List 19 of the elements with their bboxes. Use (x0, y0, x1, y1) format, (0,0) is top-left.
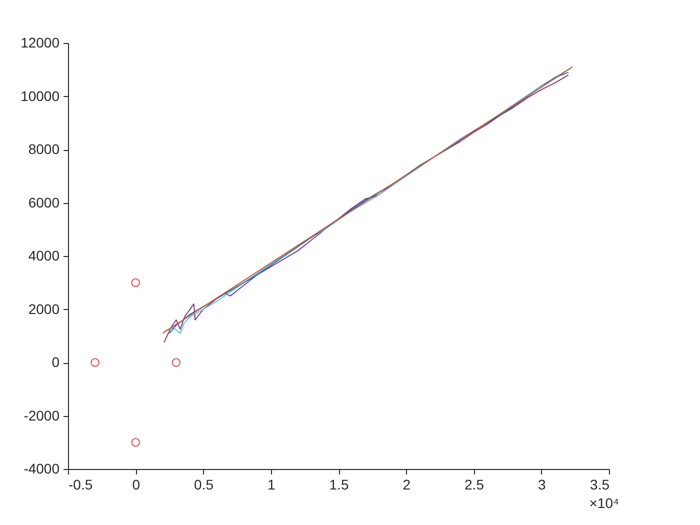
x-tick-label: 3 (538, 476, 546, 492)
x-tick-label: -0.5 (68, 476, 93, 492)
x-tick-label: 0.5 (194, 476, 214, 492)
y-tick-label: 4000 (28, 248, 60, 264)
y-tick-label: -2000 (24, 407, 60, 424)
y-tick-label: 8000 (28, 141, 60, 157)
y-tick-label: 10000 (20, 88, 60, 104)
y-tick-label: 0 (52, 354, 60, 370)
y-tick-label: 6000 (28, 194, 60, 210)
x-tick-label: 2 (402, 476, 411, 492)
x-tick-label: 0 (132, 476, 140, 492)
x-tick-label: 2.5 (464, 476, 484, 492)
y-tick-label: 12000 (20, 34, 60, 50)
y-tick-label: -4000 (24, 460, 60, 476)
x-tick-label: 1.5 (329, 476, 349, 492)
text: ×10⁴ (589, 495, 619, 511)
x-tick-label: 3.5 (590, 476, 610, 492)
y-tick-label: 2000 (28, 300, 60, 317)
x-tick-label: 1 (267, 476, 276, 492)
